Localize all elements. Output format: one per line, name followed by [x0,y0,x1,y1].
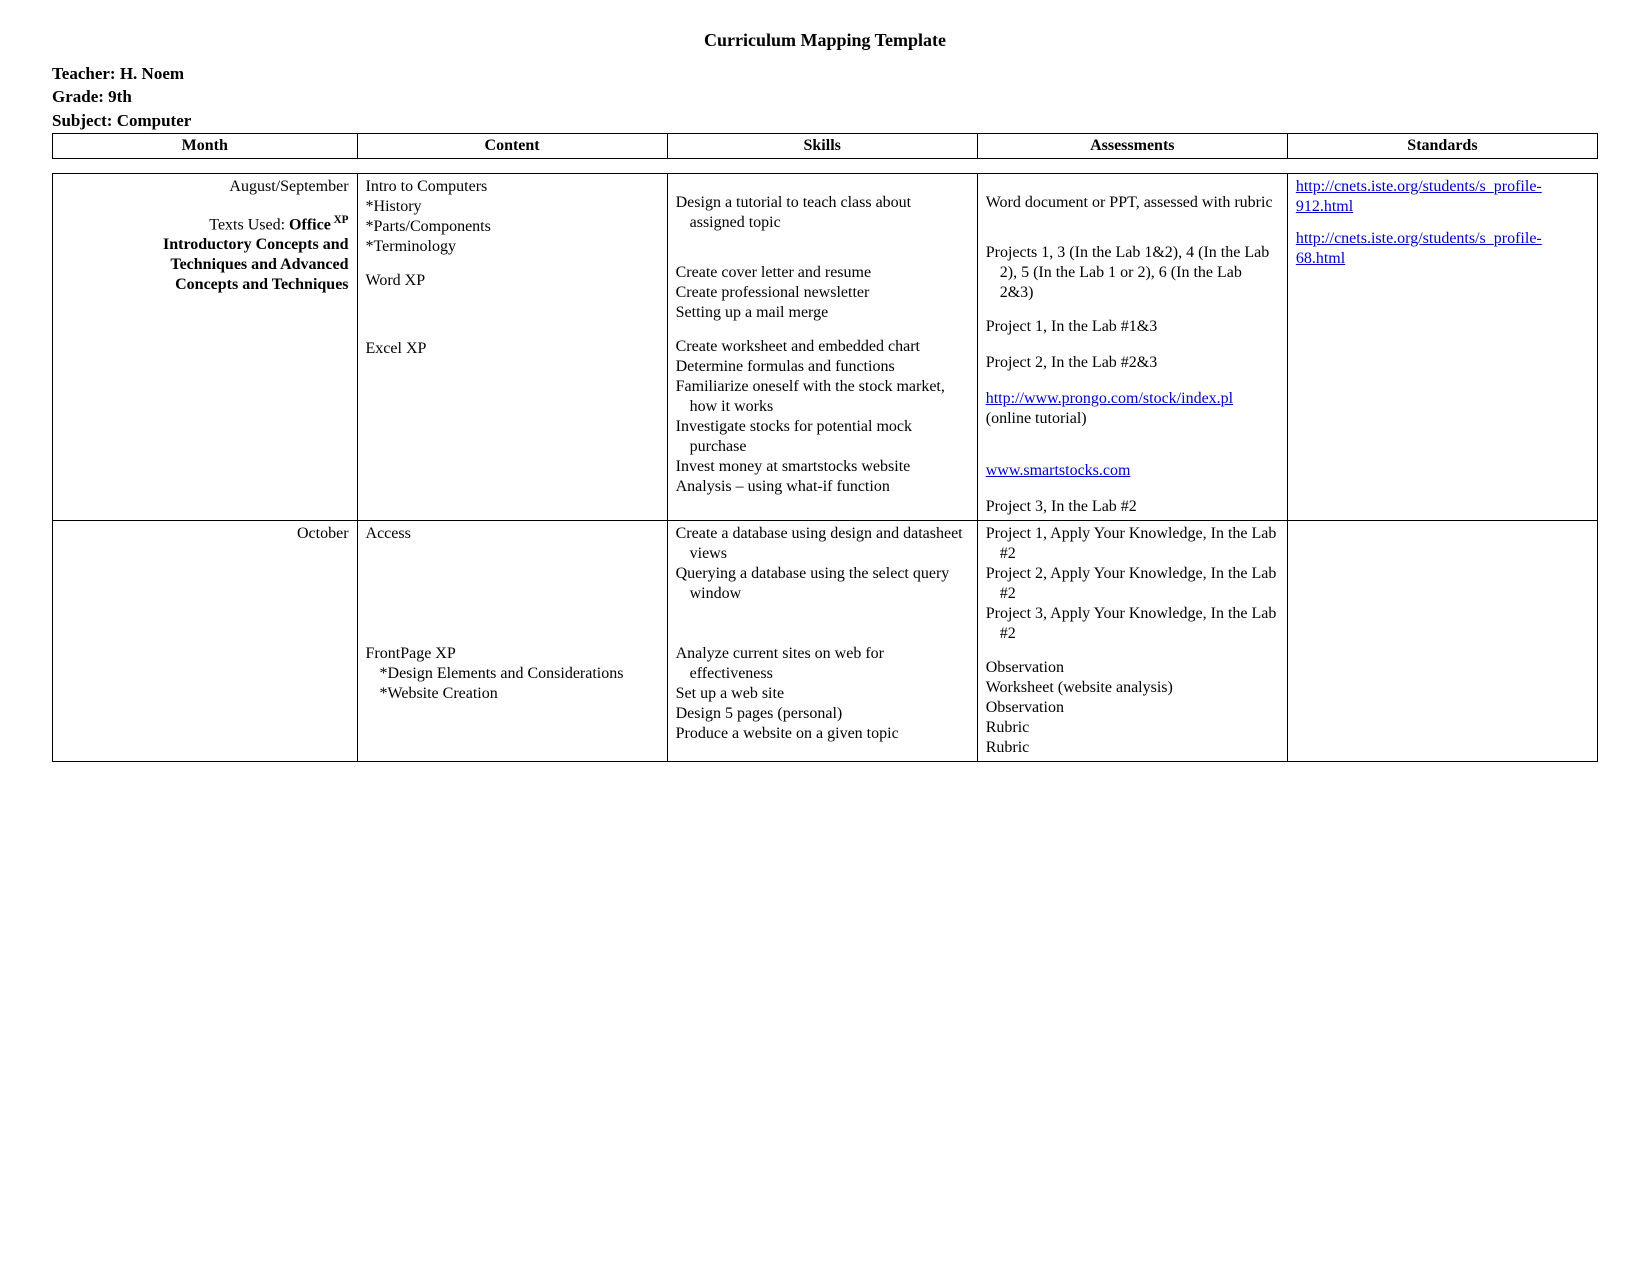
assess-line: Project 2, In the Lab #2&3 [986,353,1279,373]
texts-prefix: Texts Used: [209,216,289,233]
gap-row [53,158,1598,173]
skill-line: Design 5 pages (personal) [676,704,969,724]
table-row: August/September Texts Used: Office XP I… [53,173,1598,520]
month-name: August/September [61,177,349,197]
content-line: *Parts/Components [366,217,659,237]
skill-line: Create cover letter and resume [676,263,969,283]
skill-line: Set up a web site [676,684,969,704]
skill-line: Setting up a mail merge [676,303,969,323]
assess-line: Project 1, Apply Your Knowledge, In the … [986,524,1279,564]
content-line: Access [366,524,659,544]
skill-line: Invest money at smartstocks website [676,457,969,477]
assess-line: http://www.prongo.com/stock/index.pl (on… [986,389,1279,429]
assess-line: Projects 1, 3 (In the Lab 1&2), 4 (In th… [986,243,1279,303]
standards-cell [1287,520,1597,761]
content-line: *Website Creation [366,684,659,704]
assess-line: Project 3, Apply Your Knowledge, In the … [986,604,1279,644]
assessments-cell: Word document or PPT, assessed with rubr… [977,173,1287,520]
skill-line: Create worksheet and embedded chart [676,337,969,357]
texts-office: Office [289,216,331,233]
skill-line: Create professional newsletter [676,283,969,303]
header-content: Content [357,133,667,158]
meta-block: Teacher: H. Noem Grade: 9th Subject: Com… [52,63,1598,131]
standards-link-1[interactable]: http://cnets.iste.org/students/s_profile… [1296,178,1542,215]
assess-line: Project 2, Apply Your Knowledge, In the … [986,564,1279,604]
skills-cell: Create a database using design and datas… [667,520,977,761]
content-line: Excel XP [366,339,659,359]
texts-used: Texts Used: Office XP [61,213,349,235]
assess-line: Rubric [986,738,1279,758]
teacher-line: Teacher: H. Noem [52,63,1598,84]
skill-line: Produce a website on a given topic [676,724,969,744]
content-cell: Intro to Computers *History *Parts/Compo… [357,173,667,520]
assess-line: Observation [986,698,1279,718]
standards-cell: http://cnets.iste.org/students/s_profile… [1287,173,1597,520]
skill-line: Familiarize oneself with the stock marke… [676,377,969,417]
curriculum-table: Month Content Skills Assessments Standar… [52,133,1598,762]
month-cell: August/September Texts Used: Office XP I… [53,173,358,520]
content-cell: Access FrontPage XP *Design Elements and… [357,520,667,761]
assess-suffix: (online tutorial) [986,410,1087,427]
content-line: Intro to Computers [366,177,659,197]
skills-cell: Design a tutorial to teach class about a… [667,173,977,520]
month-name: October [61,524,349,544]
header-standards: Standards [1287,133,1597,158]
skill-line: Design a tutorial to teach class about a… [676,193,969,233]
header-row: Month Content Skills Assessments Standar… [53,133,1598,158]
assess-line: Rubric [986,718,1279,738]
assessments-cell: Project 1, Apply Your Knowledge, In the … [977,520,1287,761]
skill-line: Querying a database using the select que… [676,564,969,604]
book-title-3: Concepts and Techniques [61,275,349,295]
grade-line: Grade: 9th [52,86,1598,107]
texts-sup: XP [331,214,349,226]
assess-line: Project 1, In the Lab #1&3 [986,317,1279,337]
header-assessments: Assessments [977,133,1287,158]
book-title-1: Introductory Concepts and [61,235,349,255]
assess-line: Word document or PPT, assessed with rubr… [986,193,1279,213]
month-cell: October [53,520,358,761]
skill-line: Analyze current sites on web for effecti… [676,644,969,684]
header-skills: Skills [667,133,977,158]
header-month: Month [53,133,358,158]
skill-line: Create a database using design and datas… [676,524,969,564]
content-line: *Terminology [366,237,659,257]
skill-line: Analysis – using what-if function [676,477,969,497]
skill-line: Determine formulas and functions [676,357,969,377]
content-line: Word XP [366,271,659,291]
content-line: *Design Elements and Considerations [380,664,659,684]
assess-line: Observation [986,658,1279,678]
smartstocks-link[interactable]: www.smartstocks.com [986,462,1131,479]
content-line: *History [366,197,659,217]
skill-line: Investigate stocks for potential mock pu… [676,417,969,457]
subject-line: Subject: Computer [52,110,1598,131]
content-line: FrontPage XP [366,644,659,664]
assess-line: Worksheet (website analysis) [986,678,1279,698]
assess-line: Project 3, In the Lab #2 [986,497,1279,517]
prongo-link[interactable]: http://www.prongo.com/stock/index.pl [986,390,1233,407]
table-row: October Access FrontPage XP *Design Elem… [53,520,1598,761]
document-title: Curriculum Mapping Template [52,30,1598,51]
standards-link-2[interactable]: http://cnets.iste.org/students/s_profile… [1296,230,1542,267]
book-title-2: Techniques and Advanced [61,255,349,275]
